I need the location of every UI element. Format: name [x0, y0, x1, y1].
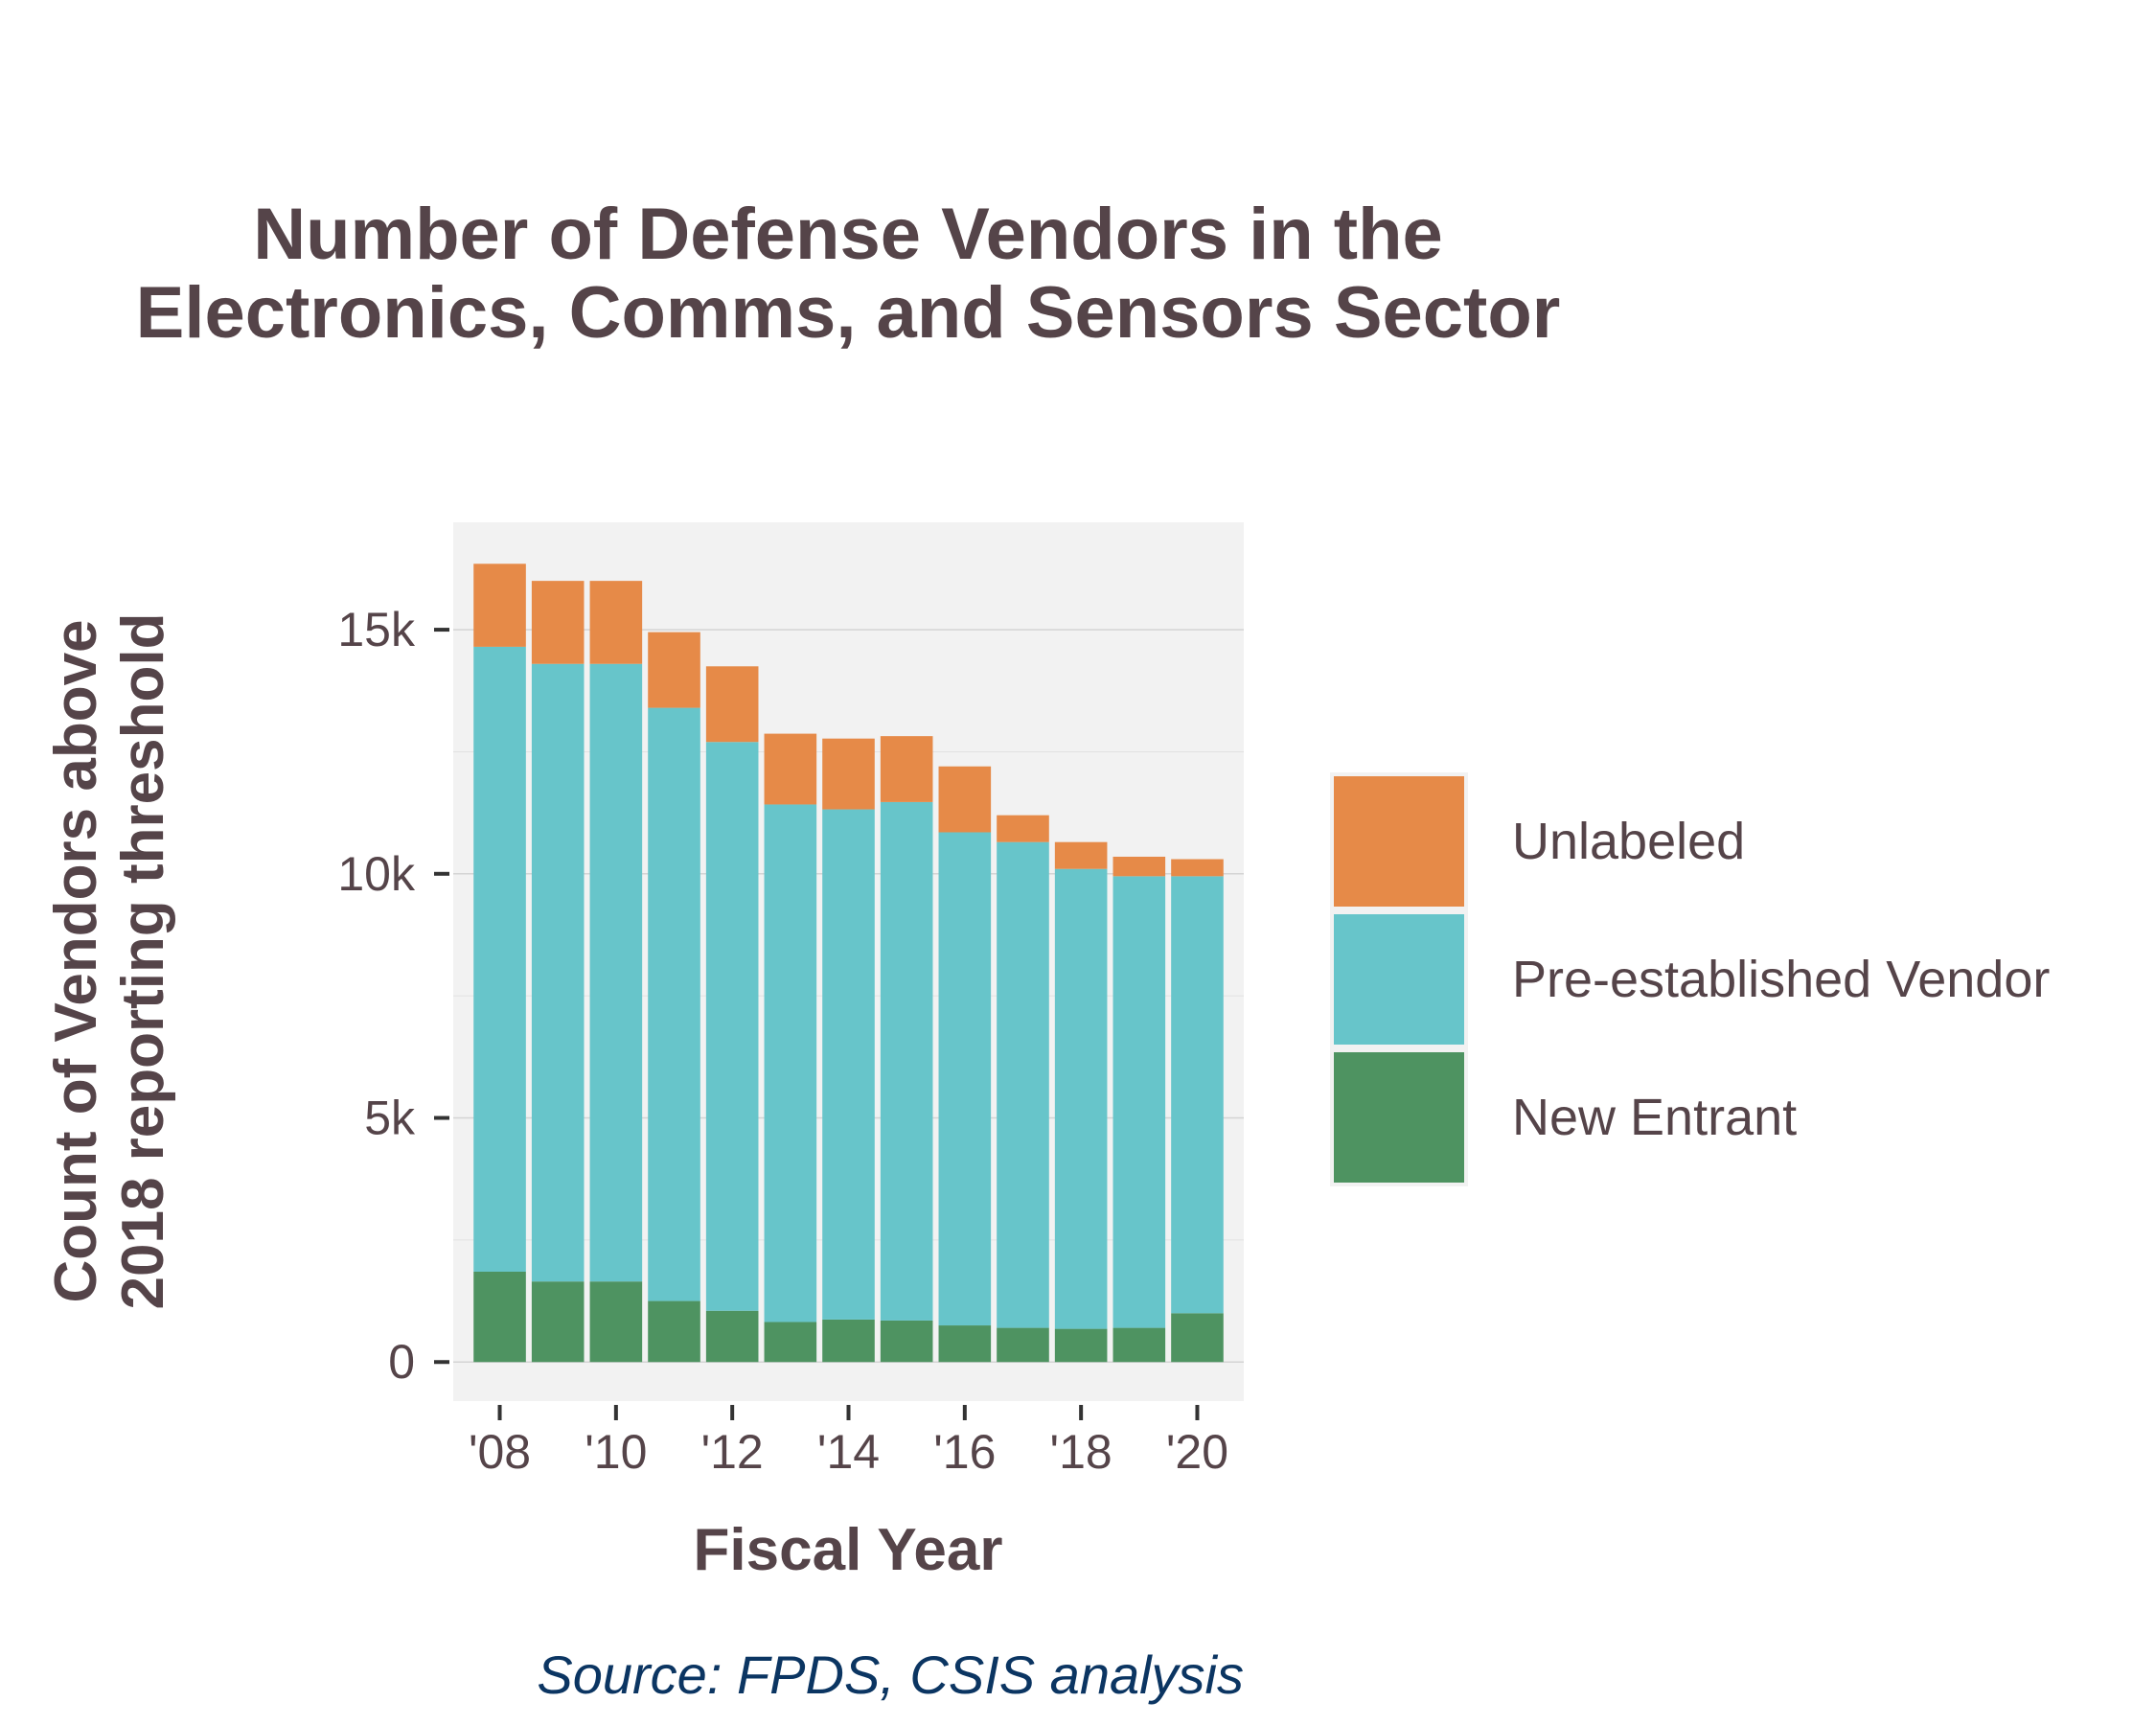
- source-caption: Source: FPDS, CSIS analysis: [537, 1644, 1244, 1705]
- x-tick-label: '12: [701, 1425, 764, 1479]
- bar-new-entrant-2012: [705, 1310, 759, 1363]
- legend-key-pre-established-vendor: [1330, 910, 1468, 1048]
- bar-pre-established-vendor-2017: [997, 841, 1049, 1328]
- bar-unlabeled-2017: [997, 815, 1049, 842]
- legend-label-pre-established-vendor: Pre-established Vendor: [1512, 951, 2050, 1008]
- legend-key-new-entrant: [1330, 1048, 1468, 1186]
- bar-unlabeled-2016: [938, 766, 992, 833]
- bar-pre-established-vendor-2015: [880, 801, 933, 1321]
- bar-pre-established-vendor-2018: [1054, 868, 1108, 1329]
- bars: [473, 564, 1224, 1363]
- x-tick-label: '18: [1050, 1425, 1112, 1479]
- y-tick-label: 15k: [337, 603, 416, 656]
- bar-unlabeled-2015: [880, 736, 933, 802]
- bar-unlabeled-2013: [764, 733, 817, 805]
- x-tick-label: '14: [817, 1425, 880, 1479]
- bar-unlabeled-2019: [1112, 856, 1166, 877]
- bar-new-entrant-2011: [648, 1300, 700, 1363]
- bar-unlabeled-2011: [648, 632, 700, 708]
- y-tick-label: 0: [388, 1335, 415, 1389]
- y-tick-label: 10k: [337, 847, 416, 901]
- bar-new-entrant-2018: [1054, 1328, 1108, 1363]
- legend-label-unlabeled: Unlabeled: [1512, 813, 1745, 870]
- bar-pre-established-vendor-2014: [822, 809, 875, 1320]
- legend-key-unlabeled: [1330, 772, 1468, 910]
- bar-pre-established-vendor-2011: [648, 707, 700, 1301]
- x-tick-label: '20: [1166, 1425, 1228, 1479]
- chart-title-line-2: Electronics, Comms, and Sensors Sector: [136, 272, 1561, 354]
- bar-new-entrant-2019: [1112, 1327, 1166, 1363]
- bar-unlabeled-2009: [531, 581, 585, 664]
- bar-new-entrant-2016: [938, 1325, 992, 1363]
- legend: Unlabeled Pre-established Vendor New Entra…: [1330, 772, 2050, 1186]
- x-tick-label: '16: [933, 1425, 996, 1479]
- x-tick-label: '08: [469, 1425, 531, 1479]
- bar-pre-established-vendor-2019: [1112, 876, 1166, 1328]
- bar-new-entrant-2008: [473, 1271, 526, 1363]
- chart-title-line-1: Number of Defense Vendors in the: [253, 194, 1443, 275]
- bar-new-entrant-2020: [1171, 1313, 1224, 1363]
- y-tick-label: 5k: [364, 1092, 416, 1145]
- bar-pre-established-vendor-2020: [1171, 876, 1224, 1314]
- x-axis-title: Fiscal Year: [694, 1517, 1003, 1583]
- bar-new-entrant-2015: [880, 1320, 933, 1363]
- y-axis-title: Count of Vendors above 2018 reporting th…: [43, 613, 176, 1310]
- bar-new-entrant-2010: [589, 1281, 643, 1363]
- y-axis-title-line-1: Count of Vendors above: [43, 619, 109, 1302]
- bar-new-entrant-2009: [531, 1281, 585, 1363]
- bar-new-entrant-2017: [997, 1327, 1049, 1363]
- bar-pre-established-vendor-2009: [531, 663, 585, 1282]
- bar-pre-established-vendor-2012: [705, 742, 759, 1311]
- bar-pre-established-vendor-2008: [473, 646, 526, 1272]
- bar-pre-established-vendor-2013: [764, 804, 817, 1322]
- bar-pre-established-vendor-2010: [589, 663, 643, 1282]
- bar-unlabeled-2012: [705, 666, 759, 743]
- bar-unlabeled-2020: [1171, 859, 1224, 877]
- bar-unlabeled-2018: [1054, 841, 1108, 869]
- axes: 0 5k 10k 15k '08 '10 '12 '14 '16 '18 '20: [337, 603, 1228, 1479]
- bar-unlabeled-2010: [589, 581, 643, 664]
- bar-new-entrant-2014: [822, 1319, 875, 1363]
- y-axis-title-line-2: 2018 reporting threshold: [110, 613, 176, 1310]
- bar-unlabeled-2008: [473, 564, 526, 647]
- bar-pre-established-vendor-2016: [938, 832, 992, 1326]
- legend-label-new-entrant: New Entrant: [1512, 1089, 1797, 1146]
- bar-new-entrant-2013: [764, 1322, 817, 1363]
- bar-unlabeled-2014: [822, 738, 875, 810]
- x-tick-label: '10: [585, 1425, 647, 1479]
